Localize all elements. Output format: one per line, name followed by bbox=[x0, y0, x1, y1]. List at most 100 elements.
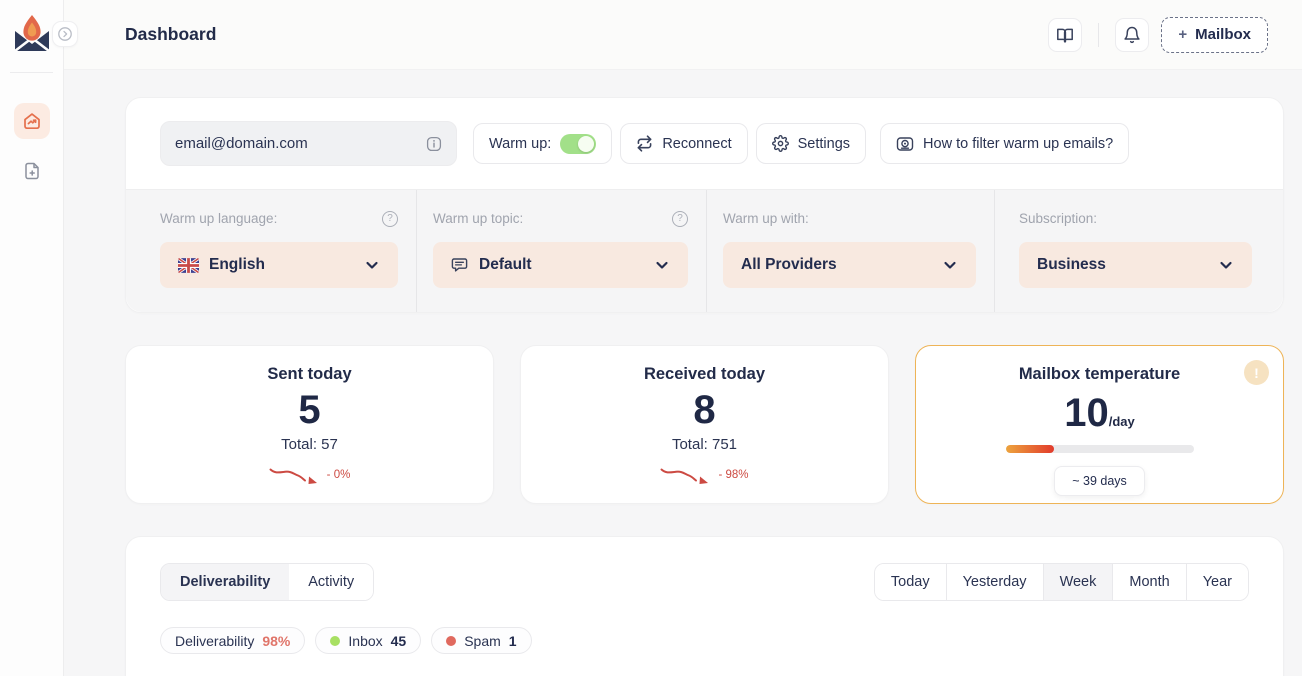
spam-badge-value: 1 bbox=[508, 632, 517, 649]
providers-dropdown[interactable]: All Providers bbox=[723, 242, 976, 288]
add-mailbox-label: Mailbox bbox=[1195, 26, 1251, 43]
stats-row: Sent today 5 Total: 57 - 0% Received tod… bbox=[125, 345, 1284, 504]
page-title: Dashboard bbox=[125, 24, 217, 44]
setting-topic: Warm up topic: ? Default bbox=[416, 190, 706, 312]
analytics-tabs: Deliverability Activity bbox=[160, 563, 375, 601]
setting-language: Warm up language: ? bbox=[126, 190, 416, 312]
language-label: Warm up language: bbox=[160, 211, 278, 226]
received-total: Total: 751 bbox=[671, 436, 738, 453]
received-change: - 98% bbox=[718, 469, 749, 481]
app-logo-flame-icon bbox=[13, 13, 51, 55]
received-today-card: Received today 8 Total: 751 - 98% bbox=[520, 345, 889, 504]
warmup-toggle[interactable] bbox=[560, 133, 597, 154]
warmup-toggle-group: Warm up: bbox=[473, 123, 613, 164]
warmup-settings-row: Warm up language: ? bbox=[126, 189, 1283, 312]
content: email@domain.com Warm up: bbox=[64, 70, 1302, 676]
toggle-knob bbox=[578, 135, 595, 152]
deliverability-badge-label: Deliverability bbox=[175, 632, 255, 649]
add-mailbox-button[interactable]: + Mailbox bbox=[1161, 16, 1268, 53]
tab-deliverability[interactable]: Deliverability bbox=[161, 564, 290, 600]
inbox-badge[interactable]: Inbox 45 bbox=[315, 627, 422, 654]
sidebar-collapse-button[interactable] bbox=[52, 21, 78, 47]
temperature-progress bbox=[1005, 445, 1194, 453]
reconnect-label: Reconnect bbox=[662, 135, 732, 152]
warmup-label: Warm up: bbox=[489, 135, 552, 152]
book-open-icon bbox=[1057, 28, 1074, 42]
info-icon[interactable] bbox=[426, 136, 442, 152]
file-plus-icon bbox=[24, 162, 39, 180]
range-month[interactable]: Month bbox=[1112, 564, 1186, 600]
help-icon[interactable]: ? bbox=[672, 210, 688, 227]
top-bar: Dashboard + Mailbox bbox=[64, 0, 1302, 70]
decline-sparkline-icon bbox=[660, 468, 709, 484]
chevron-right-circle-icon bbox=[58, 27, 72, 41]
legend-badges: Deliverability 98% Inbox 45 Spam 1 bbox=[126, 601, 1283, 654]
sent-today-card: Sent today 5 Total: 57 - 0% bbox=[125, 345, 494, 504]
gear-icon bbox=[771, 135, 789, 152]
sidebar-divider bbox=[10, 72, 53, 73]
topic-dropdown[interactable]: Default bbox=[433, 242, 688, 288]
deliverability-badge-value: 98% bbox=[262, 632, 291, 649]
chevron-down-icon bbox=[944, 261, 956, 269]
temperature-value: 10 bbox=[1064, 391, 1109, 435]
temperature-title: Mailbox temperature bbox=[1018, 365, 1181, 383]
spam-dot-icon bbox=[446, 635, 457, 646]
date-range-selector: Today Yesterday Week Month Year bbox=[873, 563, 1249, 601]
email-row: email@domain.com Warm up: bbox=[126, 98, 1283, 189]
topic-value: Default bbox=[479, 256, 532, 273]
received-value: 8 bbox=[693, 388, 716, 432]
received-title: Received today bbox=[643, 365, 766, 383]
main-area: Dashboard + Mailbox bbox=[64, 0, 1302, 676]
subscription-value: Business bbox=[1037, 256, 1106, 273]
temperature-alert-icon[interactable]: ! bbox=[1244, 360, 1269, 385]
temperature-unit: /day bbox=[1108, 414, 1135, 429]
providers-label: Warm up with: bbox=[723, 211, 809, 226]
range-yesterday[interactable]: Yesterday bbox=[945, 564, 1043, 600]
deliverability-badge[interactable]: Deliverability 98% bbox=[160, 627, 306, 654]
spam-badge[interactable]: Spam 1 bbox=[431, 627, 532, 654]
temperature-progress-fill bbox=[1005, 445, 1055, 453]
topbar-divider bbox=[1098, 22, 1100, 47]
days-remaining-chip: ~ 39 days bbox=[1054, 466, 1145, 496]
range-year[interactable]: Year bbox=[1185, 564, 1248, 600]
howto-filter-label: How to filter warm up emails? bbox=[923, 135, 1114, 152]
reconnect-button[interactable]: Reconnect bbox=[620, 123, 748, 164]
mailbox-temperature-card: ! Mailbox temperature 10 /day ~ 39 days bbox=[915, 345, 1284, 504]
settings-button[interactable]: Settings bbox=[755, 123, 867, 164]
inbox-dot-icon bbox=[330, 635, 341, 646]
email-field[interactable]: email@domain.com bbox=[160, 121, 457, 166]
language-value: English bbox=[209, 256, 265, 273]
chat-icon bbox=[451, 258, 468, 272]
topbar-actions: + Mailbox bbox=[1048, 16, 1268, 53]
sidebar-item-add-mailbox[interactable] bbox=[14, 153, 50, 189]
plus-icon: + bbox=[1178, 26, 1188, 43]
sidebar bbox=[0, 0, 78, 676]
docs-button[interactable] bbox=[1048, 17, 1083, 52]
language-dropdown[interactable]: English bbox=[160, 242, 398, 288]
sidebar-item-dashboard[interactable] bbox=[13, 103, 50, 139]
video-camera-icon bbox=[896, 136, 914, 151]
inbox-badge-label: Inbox bbox=[348, 632, 383, 649]
sent-total: Total: 57 bbox=[281, 436, 338, 453]
tab-activity[interactable]: Activity bbox=[289, 564, 374, 600]
help-icon[interactable]: ? bbox=[382, 210, 398, 227]
range-week[interactable]: Week bbox=[1042, 564, 1113, 600]
providers-value: All Providers bbox=[741, 256, 837, 273]
notifications-button[interactable] bbox=[1115, 17, 1150, 52]
settings-label: Settings bbox=[797, 135, 851, 152]
setting-subscription: Subscription: Business bbox=[994, 190, 1283, 312]
range-today[interactable]: Today bbox=[874, 564, 946, 600]
email-value: email@domain.com bbox=[175, 135, 308, 152]
setting-providers: Warm up with: All Providers bbox=[706, 190, 994, 312]
spam-badge-label: Spam bbox=[464, 632, 501, 649]
sent-title: Sent today bbox=[267, 365, 352, 383]
subscription-label: Subscription: bbox=[1019, 211, 1098, 226]
howto-filter-button[interactable]: How to filter warm up emails? bbox=[880, 123, 1130, 164]
repeat-icon bbox=[637, 135, 652, 152]
chevron-down-icon bbox=[656, 261, 668, 269]
decline-sparkline-icon bbox=[269, 468, 317, 484]
subscription-dropdown[interactable]: Business bbox=[1019, 242, 1252, 288]
inbox-badge-value: 45 bbox=[390, 632, 407, 649]
analytics-card: Deliverability Activity Today Yesterday … bbox=[125, 536, 1284, 676]
mailbox-card: email@domain.com Warm up: bbox=[125, 97, 1284, 313]
